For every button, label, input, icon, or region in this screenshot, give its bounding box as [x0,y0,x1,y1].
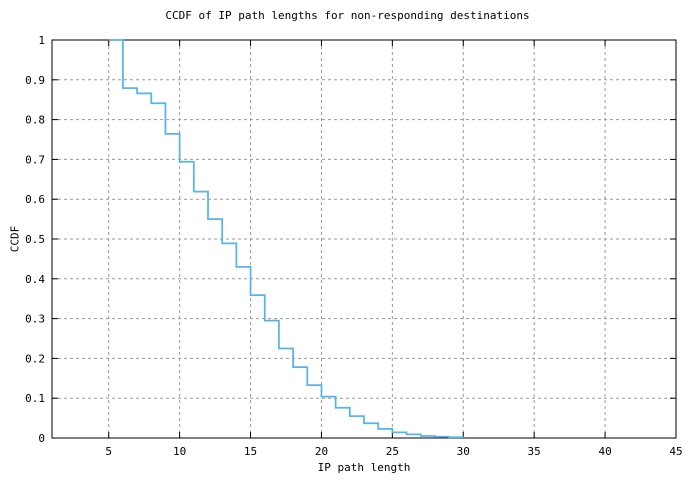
y-tick-label: 0.1 [25,392,45,405]
x-tick-label: 5 [105,445,112,458]
y-tick-label: 0.3 [25,313,45,326]
x-axis-label: IP path length [317,461,411,474]
y-tick-label: 0.6 [25,193,45,206]
y-tick-label: 1 [38,34,45,47]
x-tick-label: 45 [669,445,682,458]
y-tick-label: 0.2 [25,352,45,365]
y-tick-label: 0.7 [25,153,45,166]
ccdf-step-curve [108,39,465,439]
x-tick-label: 20 [315,445,328,458]
x-tick-label: 10 [173,445,186,458]
y-tick-label: 0.4 [25,273,45,286]
x-tick-label: 30 [457,445,470,458]
y-tick-label: 0.5 [25,233,45,246]
y-tick-label: 0.9 [25,74,45,87]
y-tick-label: 0.8 [25,114,45,127]
x-tick-label: 15 [244,445,257,458]
x-tick-label: 35 [528,445,541,458]
chart-title: CCDF of IP path lengths for non-respondi… [165,9,530,22]
x-tick-label: 25 [386,445,399,458]
x-tick-label: 40 [598,445,611,458]
y-tick-label: 0 [38,432,45,445]
